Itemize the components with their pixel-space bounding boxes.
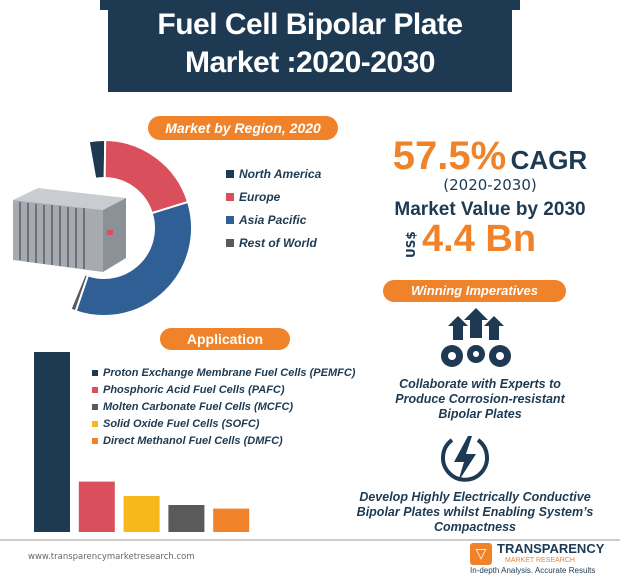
bar-sofc: [123, 496, 160, 532]
footer-url[interactable]: www.transparencymarketresearch.com: [28, 552, 195, 562]
bar-mcfc: [168, 505, 205, 532]
legend-pafc: Phosphoric Acid Fuel Cells (PAFC): [92, 381, 355, 398]
legend-label: Phosphoric Acid Fuel Cells (PAFC): [103, 383, 285, 396]
legend-swatch: [92, 420, 98, 427]
legend-label: Proton Exchange Membrane Fuel Cells (PEM…: [103, 366, 356, 379]
legend-label: Molten Carbonate Fuel Cells (MCFC): [103, 400, 294, 413]
cagr-block: 57.5% CAGR: [365, 134, 615, 179]
legend-rest-of-world: Rest of World: [226, 231, 321, 254]
cagr-value: 57.5%: [392, 134, 507, 178]
legend-pemfc: Proton Exchange Membrane Fuel Cells (PEM…: [92, 364, 355, 381]
donut-slice-asia-pacific: [74, 200, 193, 317]
legend-north-america: North America: [226, 162, 321, 185]
bar-dmfc: [213, 508, 250, 532]
legend-swatch: [226, 238, 234, 247]
legend-swatch: [226, 215, 234, 224]
region-legend: North America Europe Asia Pacific Rest o…: [226, 162, 321, 254]
legend-mcfc: Molten Carbonate Fuel Cells (MCFC): [92, 398, 355, 415]
application-legend: Proton Exchange Membrane Fuel Cells (PEM…: [92, 364, 355, 449]
title-line-2: Market :2020-2030: [184, 46, 436, 79]
legend-label: Direct Methanol Fuel Cells (DMFC): [103, 434, 283, 447]
legend-asia-pacific: Asia Pacific: [226, 208, 321, 231]
footer-divider: [0, 539, 620, 541]
application-bar-chart: [34, 352, 250, 532]
legend-swatch: [226, 192, 234, 201]
logo-line-1: TRANSPARENCY: [497, 541, 605, 556]
market-value-label: Market Value by 2030: [394, 199, 586, 220]
donut-slice-north-america: [87, 139, 107, 180]
legend-swatch: [92, 386, 98, 393]
gears-arrows-icon: [441, 308, 511, 367]
bar-pemfc: [34, 352, 70, 532]
title-line-1: Fuel Cell Bipolar Plate: [157, 8, 463, 41]
legend-sofc: Solid Oxide Fuel Cells (SOFC): [92, 415, 355, 432]
logo-tagline: In-depth Analysis. Accurate Results: [470, 566, 596, 575]
bar-pafc: [78, 481, 115, 532]
legend-swatch: [92, 437, 98, 444]
legend-swatch: [92, 369, 98, 376]
legend-label: Europe: [239, 189, 281, 204]
footer-logo: TRANSPARENCY MARKET RESEARCH: [497, 542, 604, 565]
page-title: Fuel Cell Bipolar Plate Market :2020-203…: [108, 0, 512, 92]
market-value: 4.4 Bn: [422, 218, 537, 260]
region-donut-chart: [69, 138, 193, 317]
winning-imperatives-label: Winning Imperatives: [383, 280, 566, 302]
lightning-icon: [441, 436, 489, 482]
currency: US$: [404, 231, 418, 258]
legend-label: Rest of World: [239, 235, 317, 250]
legend-swatch: [226, 169, 234, 178]
application-label: Application: [160, 328, 290, 350]
fuel-cell-stack-image: [13, 188, 126, 272]
legend-label: Solid Oxide Fuel Cells (SOFC): [103, 417, 260, 430]
imperative-1-text: Collaborate with Experts to Produce Corr…: [395, 377, 565, 421]
region-label: Market by Region, 2020: [148, 116, 338, 140]
legend-label: North America: [239, 166, 322, 181]
legend-dmfc: Direct Methanol Fuel Cells (DMFC): [92, 432, 355, 449]
legend-swatch: [92, 403, 98, 410]
legend-europe: Europe: [226, 185, 321, 208]
legend-label: Asia Pacific: [239, 212, 307, 227]
donut-slice-rest-of-world: [69, 272, 90, 313]
cagr-label: CAGR: [510, 145, 588, 175]
imperative-2-text: Develop Highly Electrically Conductive B…: [356, 490, 594, 534]
logo-icon: ▽: [470, 543, 492, 565]
logo-line-2: MARKET RESEARCH: [505, 557, 575, 564]
period: (2020-2030): [443, 176, 537, 194]
